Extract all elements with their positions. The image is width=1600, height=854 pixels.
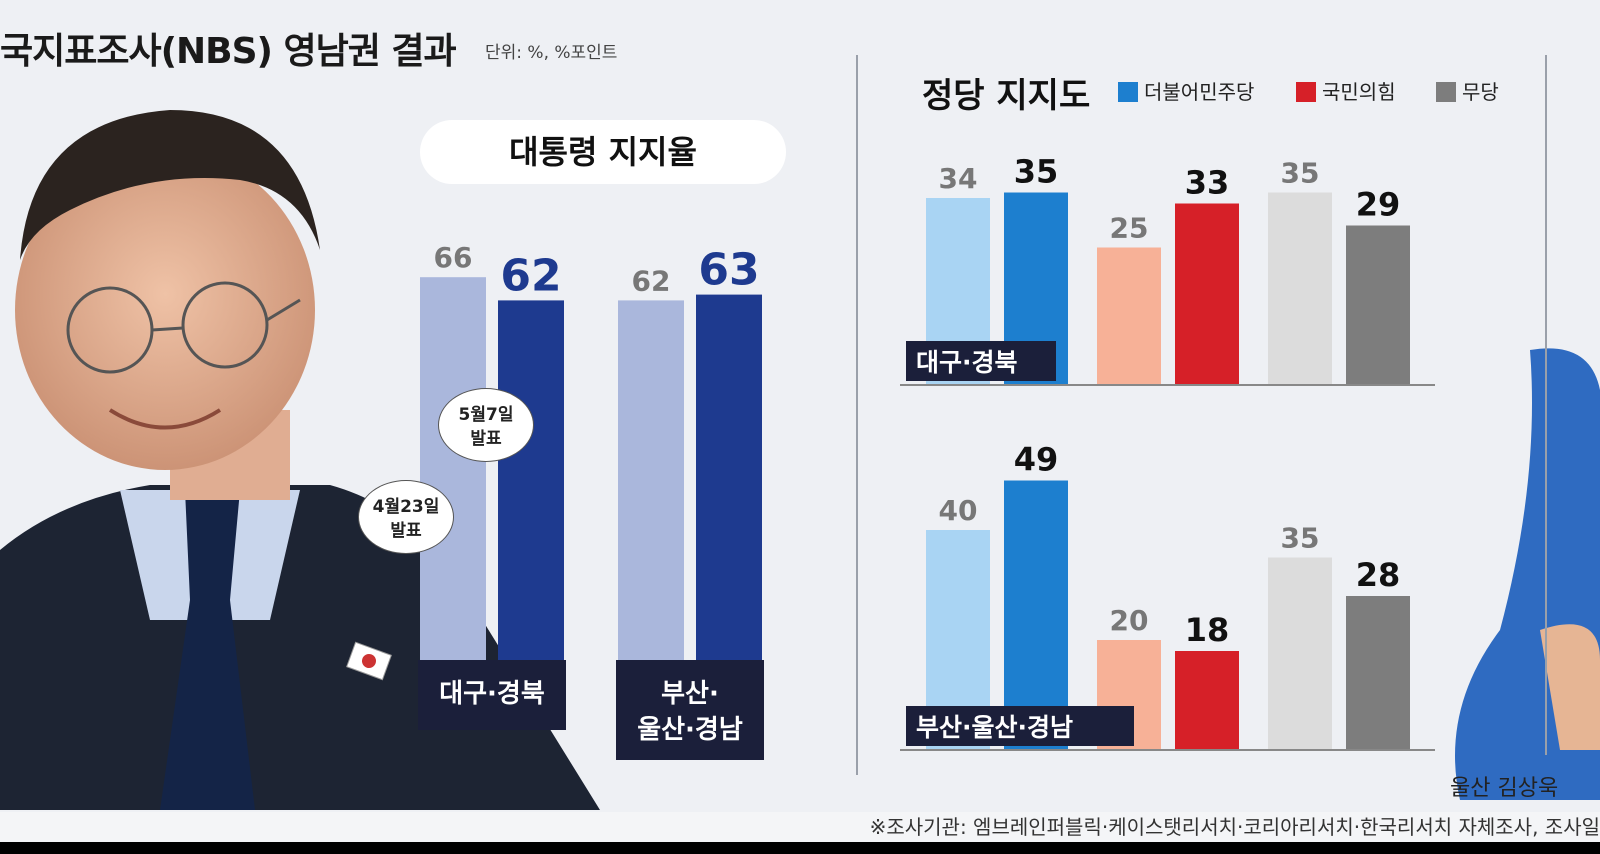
party-chart-title: 정당 지지도 — [922, 76, 1091, 116]
data-label-0-2-prev: 35 — [1281, 157, 1320, 190]
callout-apr23: 4월23일 발표 — [358, 480, 454, 554]
legend-label-ppp: 국민의힘 — [1322, 80, 1396, 104]
bar-1-2-prev — [1268, 557, 1332, 750]
callout-may7-line2: 발표 — [470, 429, 502, 449]
category-label-1-0: 부산· — [661, 679, 719, 709]
region-box-0 — [906, 341, 1056, 381]
legend-label-ind: 무당 — [1462, 80, 1499, 104]
bar-1-2-curr — [1346, 596, 1410, 750]
data-label-prev-0: 66 — [434, 241, 473, 274]
data-label-curr-0: 62 — [500, 250, 561, 301]
data-label-0-1-prev: 25 — [1110, 212, 1149, 245]
data-label-0-1-curr: 33 — [1185, 164, 1230, 202]
data-label-prev-1: 62 — [632, 264, 671, 297]
right-divider — [1545, 55, 1547, 755]
president-chart-title: 대통령 지지율 — [420, 120, 786, 184]
bar-prev-0 — [420, 277, 486, 680]
legend-item-ind: 무당 — [1436, 76, 1499, 105]
legend-swatch-dem — [1118, 82, 1138, 102]
data-label-1-1-curr: 18 — [1185, 611, 1230, 649]
category-box-1 — [616, 660, 764, 760]
legend-swatch-ind — [1436, 82, 1456, 102]
data-label-1-2-curr: 28 — [1356, 556, 1401, 594]
callout-may7-line1: 5월7일 — [458, 405, 514, 425]
panel-divider — [856, 55, 858, 775]
unit-note: 단위: %, %포인트 — [485, 43, 618, 63]
data-label-curr-1: 63 — [698, 245, 759, 296]
bar-curr-1 — [696, 294, 762, 680]
data-label-1-1-prev: 20 — [1110, 604, 1149, 637]
region-box-1 — [906, 706, 1134, 746]
bar-prev-1 — [618, 300, 684, 680]
bar-0-1-curr — [1175, 203, 1239, 385]
category-label-0-0: 대구·경북 — [439, 679, 545, 709]
party-support-chart: 34 35 25 33 35 29 대구·경북 40 49 20 18 35 28 부산·울산·경남 — [900, 153, 1435, 751]
bar-curr-0 — [498, 300, 564, 680]
person-image — [1455, 348, 1600, 800]
region-label-1: 부산·울산·경남 — [916, 713, 1073, 742]
legend-item-dem: 더불어민주당 — [1118, 76, 1254, 105]
legend-item-ppp: 국민의힘 — [1296, 76, 1396, 105]
data-label-0-0-prev: 34 — [939, 162, 978, 195]
bar-0-2-prev — [1268, 192, 1332, 385]
legend-swatch-ppp — [1296, 82, 1316, 102]
data-label-1-2-prev: 35 — [1281, 522, 1320, 555]
bar-0-2-curr — [1346, 225, 1410, 385]
president-approval-chart: 66 62 대구·경북 62 63 부산· 울산·경남 — [418, 241, 764, 760]
category-box-0 — [418, 660, 566, 730]
callout-may7: 5월7일 발표 — [438, 388, 534, 462]
bar-0-1-prev — [1097, 247, 1161, 385]
bar-1-1-curr — [1175, 651, 1239, 750]
callout-apr23-line1: 4월23일 — [372, 497, 440, 517]
category-label-1-1: 울산·경남 — [637, 715, 743, 745]
photo-credit: 울산 김상욱 — [1450, 776, 1559, 801]
region-label-0: 대구·경북 — [916, 348, 1018, 377]
data-label-0-2-curr: 29 — [1356, 186, 1401, 224]
callout-apr23-line2: 발표 — [390, 521, 422, 541]
legend-label-dem: 더불어민주당 — [1144, 80, 1255, 104]
data-label-1-0-prev: 40 — [939, 494, 978, 527]
data-label-0-0-curr: 35 — [1014, 153, 1059, 191]
chart-title: 국지표조사(NBS) 영남권 결과 — [0, 31, 457, 72]
source-footer: ※조사기관: 엠브레인퍼블릭·케이스탯리서치·코리아리서치·한국리서치 자체조사… — [0, 812, 1600, 842]
data-label-1-0-curr: 49 — [1014, 441, 1059, 479]
bar-1-0-curr — [1004, 480, 1068, 750]
